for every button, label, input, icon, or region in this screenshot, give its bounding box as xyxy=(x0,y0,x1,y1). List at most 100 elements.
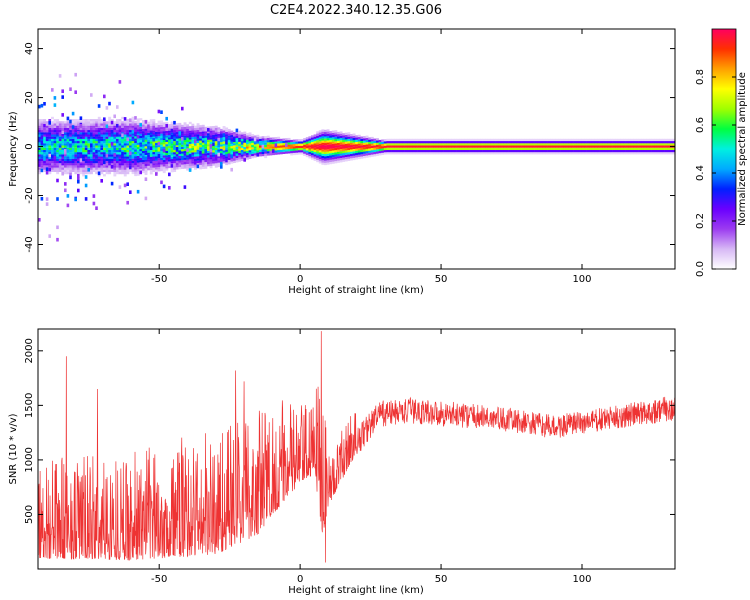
spectrogram-cell xyxy=(547,138,551,142)
spectrogram-cell xyxy=(550,143,554,146)
spectrogram-cell xyxy=(139,166,143,169)
spectrogram-cell xyxy=(633,141,637,144)
spectrogram-x-ticks: -50 0 50 100 xyxy=(151,29,592,285)
spectrogram-cell xyxy=(342,155,346,158)
spectrogram-cell xyxy=(74,152,78,155)
spectrogram-cell xyxy=(90,152,93,155)
spectrogram-cell xyxy=(90,149,93,153)
spectrogram-cell xyxy=(61,141,65,144)
spectrogram-cell xyxy=(617,147,621,150)
spectrogram-cell xyxy=(74,149,78,153)
spectrogram-cell xyxy=(123,130,127,133)
spectrogram-cell xyxy=(469,138,473,142)
spectrogram-cell xyxy=(131,141,135,144)
spectrogram-cell xyxy=(591,141,595,144)
spectrogram-cell xyxy=(144,139,148,142)
spectrogram-cell xyxy=(48,125,52,128)
spectrogram-cell xyxy=(199,160,203,163)
spectrogram-cell xyxy=(194,127,197,131)
spectrogram-cell xyxy=(160,155,164,158)
spectrogram-cell xyxy=(105,127,109,131)
spectrogram-cell xyxy=(318,134,322,137)
spectrogram-cell xyxy=(95,165,99,168)
spectrogram-cell xyxy=(519,143,522,146)
spectrogram-cell xyxy=(207,150,210,154)
spectrogram-cell xyxy=(84,125,88,128)
spectrogram-cell xyxy=(521,138,525,142)
spectrogram-cell xyxy=(526,147,530,150)
spectrogram-cell xyxy=(92,152,96,155)
spectrogram-cell xyxy=(313,143,317,146)
spectrogram-cell xyxy=(576,138,580,142)
spectrogram-cell xyxy=(456,145,460,148)
spectrogram-cell xyxy=(623,141,626,144)
spectrogram-cell xyxy=(347,132,351,135)
spectrogram-cell xyxy=(152,149,156,153)
spectrogram-cell xyxy=(43,138,47,142)
spectrogram-cell xyxy=(597,138,600,142)
spectrogram-cell xyxy=(399,149,403,153)
spectrogram-cell xyxy=(64,167,67,170)
spectrogram-cell xyxy=(300,141,304,144)
spectrogram-cell xyxy=(186,128,190,131)
spectrogram-cell xyxy=(131,147,135,150)
spectrogram-cell xyxy=(183,128,187,132)
spectrogram-cell xyxy=(38,130,41,133)
spectrogram-cell xyxy=(69,163,73,166)
spectrogram-cell xyxy=(441,149,444,153)
spectrogram-cell xyxy=(144,156,148,161)
spectrogram-cell xyxy=(45,132,49,135)
spectrogram-cell xyxy=(573,141,577,144)
spectrogram-cell xyxy=(134,129,138,132)
spectrogram-cell xyxy=(82,149,86,153)
spectrogram-cell xyxy=(204,148,208,152)
spectrogram-cell xyxy=(95,121,99,124)
spectrogram-cell xyxy=(615,149,619,153)
spectrogram-cell xyxy=(295,150,299,153)
spectrogram-cell xyxy=(123,127,127,131)
spectrogram-cell xyxy=(103,160,106,165)
spectrogram-cell xyxy=(108,145,112,148)
spectrogram-cell xyxy=(100,165,104,168)
spectrogram-cell xyxy=(170,156,174,160)
spectrogram-cell xyxy=(175,160,179,163)
spectrogram-cell xyxy=(584,145,587,148)
spectrogram-cell xyxy=(84,169,88,172)
spectrogram-cell xyxy=(324,140,327,144)
spectrogram-cell xyxy=(110,160,114,164)
spectrogram-cell xyxy=(126,149,130,153)
spectrogram-cell xyxy=(485,141,489,144)
spectrogram-cell xyxy=(61,167,65,170)
spectrogram-cell xyxy=(565,138,569,142)
spectrogram-cell xyxy=(422,145,426,148)
spectrogram-cell xyxy=(433,147,437,150)
spectrogram-cell xyxy=(43,141,47,144)
spectrogram-cell xyxy=(110,152,114,155)
spectrogram-cell xyxy=(136,140,140,143)
spectrogram-cell xyxy=(664,149,668,153)
spectrogram-cell xyxy=(92,141,96,144)
spectrogram-cell xyxy=(45,138,49,142)
spectrogram-cell xyxy=(225,134,229,137)
spectrogram-cell xyxy=(74,125,78,128)
spectrogram-cell xyxy=(188,121,192,125)
spectrogram-cell xyxy=(446,141,450,144)
figure-title: C2E4.2022.340.12.35.G06 xyxy=(270,3,442,18)
spectrogram-cell xyxy=(344,141,348,144)
spectrogram-cell xyxy=(90,158,93,161)
spectrogram-cell xyxy=(82,132,86,135)
spectrogram-cell xyxy=(594,138,598,142)
spectrogram-cell xyxy=(97,121,101,124)
spectrogram-cell xyxy=(74,119,78,122)
spectrogram-cell xyxy=(103,158,106,161)
spectrogram-cell xyxy=(638,147,642,150)
spectrogram-cell xyxy=(321,155,325,159)
spectrogram-cell xyxy=(168,130,171,133)
spectrogram-cell xyxy=(620,138,624,142)
spectrogram-cell xyxy=(339,146,343,150)
spectrogram-cell xyxy=(118,141,122,144)
spectrogram-cell xyxy=(149,167,153,170)
spectrogram-cell xyxy=(71,125,75,129)
spectrogram-cell xyxy=(305,148,309,151)
spectrogram-cell xyxy=(357,152,361,155)
